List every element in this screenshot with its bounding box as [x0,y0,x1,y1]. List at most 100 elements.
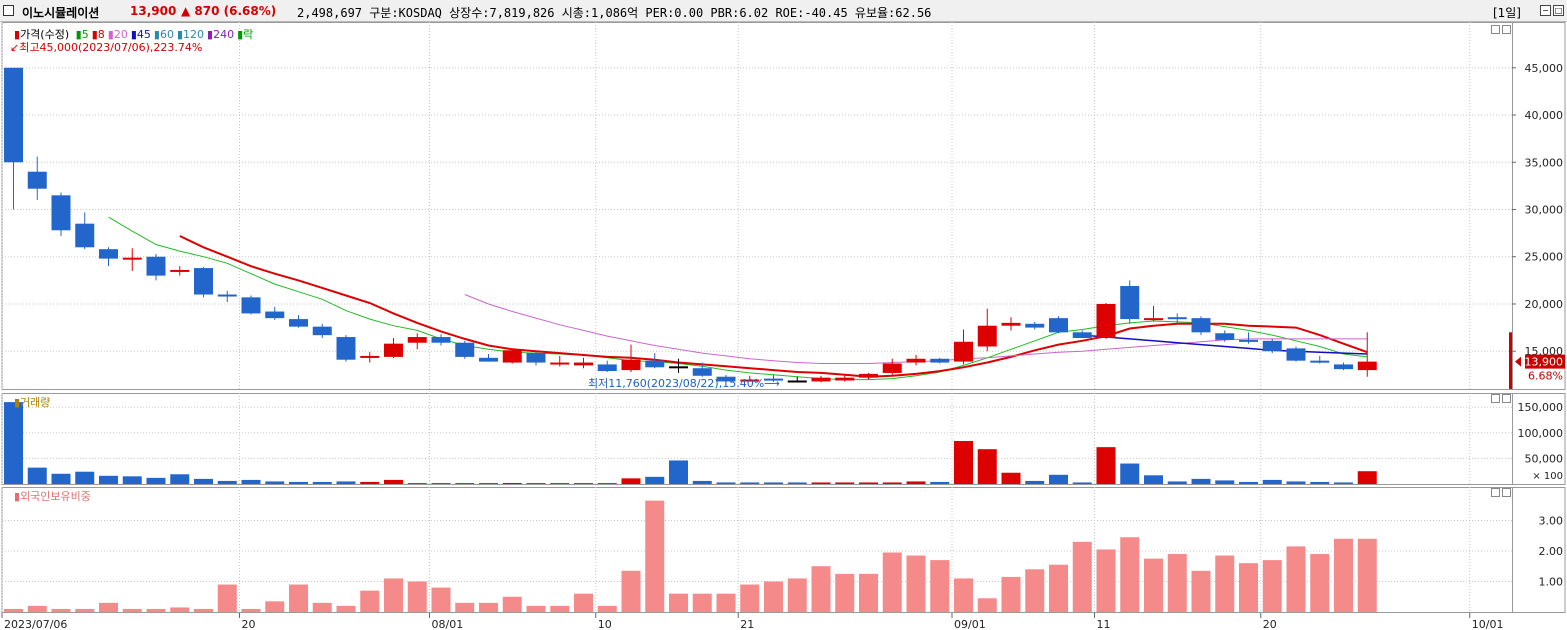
candle [194,267,213,298]
foreign-bar [1001,576,1021,612]
ma-legend-item: ▮240 [207,28,235,41]
foreign-bar [954,578,973,612]
volume-tick-label: 100,000 [1518,427,1564,440]
candle [146,253,166,281]
price-tick-label: 35,000 [1525,156,1564,169]
candle-body [146,256,166,276]
foreign-tick-label: 1.00 [1539,575,1564,588]
candle-body [407,337,427,343]
candle-body [1072,332,1092,338]
foreign-bar [1215,555,1235,612]
foreign-bar [1096,549,1116,612]
volume-bar [407,482,427,484]
minimize-icon[interactable]: − [1540,5,1551,16]
volume-bar [1215,480,1235,484]
volume-bar [312,481,332,484]
candle-body [597,364,617,372]
foreign-panel-min-icon[interactable] [1491,488,1500,497]
foreign-bar [217,584,237,612]
candle-body [336,337,356,360]
x-tick-label: 08/01 [432,618,464,630]
foreign-bar [1334,538,1353,612]
candle-body [1049,318,1068,333]
pane-frame [1,22,1566,390]
candle-body [977,325,997,347]
volume-bar [384,479,403,484]
volume-bar [669,460,688,484]
candle [241,295,261,315]
foreign-bar [431,587,451,612]
foreign-bar [170,607,190,612]
foreign-bar [1357,538,1377,612]
volume-bar [51,473,71,484]
foreign-bar [289,584,308,612]
volume-bar [859,482,878,484]
foreign-bar [360,590,380,612]
volume-bar [146,477,166,484]
foreign-bar [27,605,47,612]
foreign-bar [4,608,23,612]
foreign-bar [835,573,855,612]
high-note: 최고45,000(2023/07/06),223.74% [19,41,203,54]
foreign-bar [906,555,926,612]
candle-body [882,363,902,373]
candle [502,348,522,364]
candle [1239,332,1258,344]
candle-body [835,377,855,381]
volume-bar [1096,447,1116,484]
candle-body [716,376,736,382]
foreign-bar [384,578,403,612]
volume-bar [906,481,926,484]
candle-body [431,337,451,343]
candle [1262,338,1282,354]
stock-name: 이노시뮬레이션 [22,6,100,20]
candle-body [99,249,118,259]
candle [99,247,118,267]
candle [764,374,783,382]
foreign-legend: ▮외국인보유비중 [14,490,91,503]
candle-body [1167,317,1187,320]
candle [455,340,475,359]
volume-bar [1310,481,1330,484]
stock-info: 2,498,697 구분:KOSDAQ 상장수:7,819,826 시총:1,0… [297,6,932,20]
foreign-bar [99,602,118,612]
candle [1286,346,1306,362]
volume-bar [597,482,617,484]
volume-bar [1049,474,1068,484]
candle-body [479,357,498,362]
volume-panel-max-icon[interactable] [1502,394,1511,403]
volume-bar [289,481,308,484]
candle-body [645,360,665,368]
volume-bar [1072,482,1092,484]
maximize-icon[interactable]: □ [1553,5,1564,16]
current-price-marker [1515,356,1521,367]
candle [740,375,760,382]
panel-max-icon[interactable] [1502,25,1511,34]
volume-bar [1191,478,1211,484]
select-checkbox[interactable] [3,5,14,16]
candle-body [312,326,332,336]
foreign-bar [526,605,546,612]
candle-body [787,380,807,383]
candle-body [692,368,712,376]
panel-min-icon[interactable] [1491,25,1500,34]
current-price-tag [1525,354,1565,369]
candle-body [1096,303,1116,338]
candle-body [1334,364,1353,370]
period-selector[interactable]: [1일] [1492,6,1521,20]
volume-panel-min-icon[interactable] [1491,394,1500,403]
candle-body [241,297,261,314]
high-annotation: ↙최고45,000(2023/07/06),223.74% [10,39,202,55]
candle-body [360,355,380,358]
candle [27,156,47,201]
candle-body [217,294,237,297]
candle-body [550,362,570,365]
candle-body [1191,318,1211,333]
x-tick-label: 10 [598,618,612,630]
stock-chart[interactable]: 45,00040,00035,00030,00025,00020,00015,0… [0,22,1567,630]
volume-bar [4,402,23,484]
volume-bar [645,476,665,484]
foreign-bar [787,578,807,612]
candle [1001,317,1021,331]
foreign-panel-max-icon[interactable] [1502,488,1511,497]
